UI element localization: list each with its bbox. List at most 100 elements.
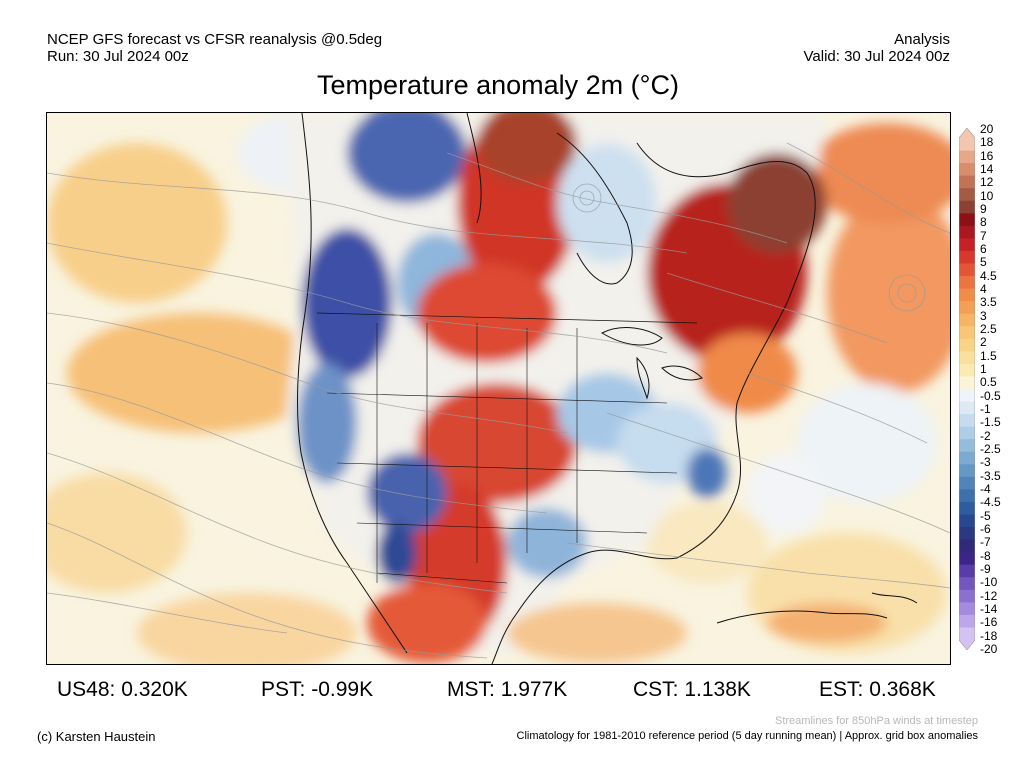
colorbar-swatch [959, 376, 975, 390]
colorbar-tick-label: -2 [980, 428, 991, 443]
colorbar-tick-label: 16 [980, 148, 994, 163]
colorbar-swatch [959, 238, 975, 252]
climatology-note: Climatology for 1981-2010 reference peri… [516, 730, 978, 742]
colorbar-tick-label: 12 [980, 175, 994, 190]
colorbar-tick-label: -7 [980, 535, 991, 550]
colorbar-swatch [959, 301, 975, 315]
stat-value: 0.320K [121, 678, 188, 701]
colorbar-swatch [959, 276, 975, 290]
run-time: Run: 30 Jul 2024 00z [47, 48, 189, 65]
colorbar-swatch [959, 401, 975, 415]
colorbar-tick-label: 10 [980, 188, 994, 203]
anomaly-map [46, 112, 951, 665]
colorbar-swatch [959, 128, 975, 151]
colorbar-swatch [959, 326, 975, 340]
colorbar-tick-label: -2.5 [980, 442, 1001, 456]
colorbar-swatch [959, 313, 975, 327]
colorbar-swatch [959, 577, 975, 591]
colorbar-tick-label: 18 [980, 135, 994, 150]
colorbar-tick-label: -10 [980, 575, 998, 590]
colorbar-tick-label: -1.5 [980, 415, 1001, 430]
regional-stats: US48: 0.320K PST: -0.99K MST: 1.977K CST… [0, 678, 1024, 706]
stat-label: EST: [819, 678, 864, 701]
colorbar-tick-label: -9 [980, 562, 991, 576]
colorbar-tick-label: -1 [980, 402, 991, 416]
colorbar-tick-label: 9 [980, 202, 987, 216]
colorbar-swatch [959, 213, 975, 227]
colorbar-tick-label: -12 [980, 588, 998, 603]
colorbar-tick-label: -18 [980, 628, 998, 643]
colorbar-tick-label: -8 [980, 548, 991, 563]
valid-time: Valid: 30 Jul 2024 00z [803, 48, 951, 65]
stat-est: EST: 0.368K [819, 678, 936, 702]
colorbar-tick-label: 7 [980, 228, 987, 243]
colorbar-swatch [959, 414, 975, 428]
colorbar-swatch [959, 263, 975, 277]
colorbar-tick-label: -3 [980, 455, 991, 470]
stat-label: US48: [57, 678, 116, 701]
stat-us48: US48: 0.320K [57, 678, 188, 702]
colorbar-swatch [959, 514, 975, 528]
colorbar-tick-label: -14 [980, 602, 998, 616]
colorbar-tick-label: 3 [980, 308, 987, 323]
colorbar-swatch [959, 163, 975, 177]
colorbar-tick-label: 1 [980, 362, 987, 376]
colorbar-swatch [959, 150, 975, 164]
colorbar-swatch [959, 464, 975, 478]
stat-value: 0.368K [869, 678, 936, 701]
colorbar-tick-label: 14 [980, 162, 994, 176]
colorbar-swatch [959, 552, 975, 566]
colorbar-swatch [959, 539, 975, 553]
streamline-note: Streamlines for 850hPa winds at timestep [775, 715, 978, 727]
colorbar-swatch [959, 225, 975, 239]
colorbar-swatch [959, 389, 975, 403]
stat-pst: PST: -0.99K [261, 678, 373, 702]
colorbar-swatch [959, 363, 975, 377]
colorbar-tick-label: -6 [980, 522, 991, 536]
colorbar-tick-label: 6 [980, 242, 987, 256]
stat-mst: MST: 1.977K [447, 678, 567, 702]
stat-value: -0.99K [311, 678, 374, 701]
stat-label: MST: [447, 678, 495, 701]
colorbar-swatch [959, 288, 975, 302]
colorbar-tick-label: 1.5 [980, 348, 997, 363]
colorbar-swatch [959, 426, 975, 440]
colorbar-tick-label: 3.5 [980, 295, 997, 310]
colorbar-swatch [959, 250, 975, 264]
colorbar-tick-label: -5 [980, 508, 991, 523]
colorbar-swatch [959, 200, 975, 214]
colorbar-tick-label: 2 [980, 335, 987, 350]
analysis-label: Analysis [894, 31, 950, 48]
colorbar-tick-label: -16 [980, 615, 998, 630]
model-description: NCEP GFS forecast vs CFSR reanalysis @0.… [47, 31, 383, 48]
colorbar-swatch [959, 589, 975, 603]
colorbar-swatch [959, 188, 975, 202]
colorbar-tick-label: 8 [980, 215, 987, 230]
colorbar-swatch [959, 564, 975, 578]
colorbar-tick-label: -0.5 [980, 388, 1001, 403]
stat-label: CST: [633, 678, 679, 701]
map-title: Temperature anomaly 2m (°C) [317, 70, 679, 100]
colorbar-tick-label: 4 [980, 282, 987, 296]
colorbar-tick-label: 20 [980, 122, 994, 136]
colorbar-tick-label: 4.5 [980, 268, 997, 283]
colorbar-tick-label: 0.5 [980, 375, 997, 390]
colorbar-swatch [959, 627, 975, 650]
colorbar-labels: 20 18 16 14 12 10 9 8 7 6 5 4.5 4 3.5 3 2.5 2 1.5 1 0.5 -0.5… [980, 123, 1020, 655]
colorbar-swatch [959, 451, 975, 465]
colorbar-swatch [959, 527, 975, 541]
stat-label: PST: [261, 678, 306, 701]
colorbar-tick-label: 2.5 [980, 322, 997, 336]
anomaly-map-graphic [47, 113, 950, 664]
colorbar-tick-label: -20 [980, 642, 998, 656]
colorbar-swatch [959, 489, 975, 503]
copyright: (c) Karsten Haustein [37, 729, 156, 744]
header-right: Analysis Valid: 30 Jul 2024 00z [804, 31, 951, 65]
colorbar-swatch [959, 614, 975, 628]
colorbar-tick-label: -4.5 [980, 495, 1001, 510]
header-left: NCEP GFS forecast vs CFSR reanalysis @0.… [47, 31, 382, 65]
colorbar-swatch [959, 602, 975, 616]
colorbar-swatch [959, 351, 975, 365]
colorbar-tick-label: -3.5 [980, 468, 1001, 483]
colorbar-swatch [959, 439, 975, 453]
